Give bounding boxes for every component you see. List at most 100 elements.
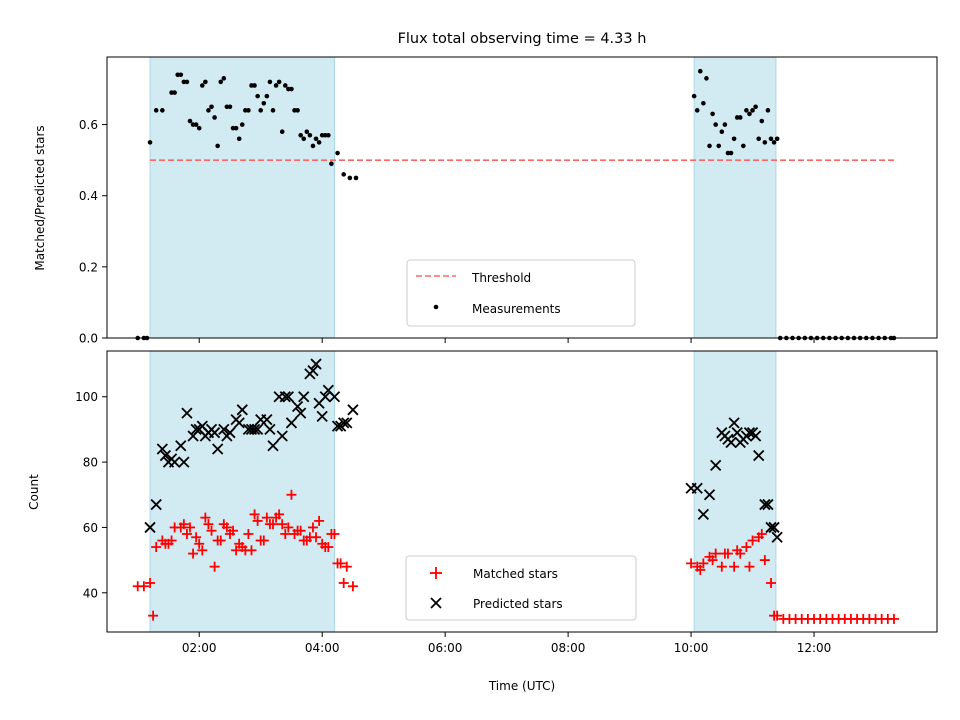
measurement-point [206,108,211,113]
predicted-star-stroke-b [298,391,310,403]
measurement-point [276,79,282,85]
top-legend: Threshold Measurements [406,259,636,327]
matched-star-point [766,577,776,588]
predicted-star-point [768,521,780,534]
matched-star-point [295,525,306,536]
measurement-point [774,136,780,142]
predicted-star-stroke-b [282,391,295,403]
measurement-point [307,132,313,138]
x-tick-label: 04:00 [305,641,340,655]
matched-star-point [194,538,205,549]
predicted-star-point [218,423,230,436]
measurement-point [747,111,752,117]
matched-star-point [188,548,199,559]
predicted-star-point [212,443,224,455]
x-tick-label: 10:00 [674,641,709,655]
bottom-legend: Matched stars Predicted stars [405,555,637,621]
predicted-star-stroke-b [691,482,703,494]
predicted-star-point [156,443,168,455]
observing-window-span [693,56,777,339]
legend-matched-label: Matched stars [473,567,558,581]
measurement-point [289,86,294,92]
predicted-star-stroke-b [338,417,350,429]
matched-star-point [289,528,300,539]
legend-threshold-label: Threshold [471,271,531,285]
matched-star-point [698,558,709,569]
predicted-star-point [276,430,288,442]
matched-star-point [209,561,220,572]
matched-star-point [719,548,730,559]
measurement-point [196,125,202,131]
matched-star-point [151,542,162,553]
predicted-star-stroke-b [765,521,777,534]
observing-window-span [693,350,777,633]
predicted-star-stroke-b [347,404,359,416]
matched-star-point [231,545,242,556]
predicted-star-stroke-b [236,404,248,416]
count-panel: 40 60 80 100 02:00 04:00 06:00 08:00 10:00 12:00… [27,350,938,693]
predicted-star-stroke-b [190,423,202,436]
measurement-point [246,108,251,113]
chart-title: Flux total observing time = 4.33 h [398,31,647,47]
predicted-star-stroke-b [218,423,230,436]
predicted-star-stroke-b [331,420,344,432]
predicted-star-stroke-b [233,417,245,429]
predicted-star-point [703,489,716,501]
y-tick-label: 0.6 [79,118,98,132]
predicted-star-stroke-b [156,443,168,455]
matched-star-point [314,515,325,526]
measurement-point [178,72,184,78]
x-tick-label: 12:00 [797,641,832,655]
matched-star-point [710,548,721,559]
measurement-point [255,93,260,99]
measurement-point [304,129,310,134]
predicted-star-point [725,436,737,449]
measurement-points [135,68,897,341]
y-tick-label: 80 [83,456,98,470]
predicted-star-point [765,521,777,534]
predicted-stars-points [144,358,783,543]
matched-star-point [332,558,343,569]
legend-matched-swatch [430,567,442,579]
predicted-star-stroke-b [212,443,224,455]
matched-star-point [286,489,297,500]
measurement-point [694,108,700,113]
bottom-y-ticks: 40 60 80 100 [75,390,107,600]
matched-star-point [221,522,232,533]
predicted-star-stroke-b [175,440,187,452]
measurement-point [704,76,709,81]
matched-star-point [181,528,192,539]
matched-star-point [888,613,899,624]
predicted-star-stroke-b [322,384,334,396]
predicted-star-point [236,404,248,416]
predicted-star-point [697,508,710,521]
measurement-point [719,129,725,134]
predicted-star-point [338,417,350,429]
predicted-star-stroke-b [319,391,331,403]
predicted-star-point [341,417,353,429]
predicted-star-stroke-b [279,391,291,403]
predicted-star-stroke-b [768,521,780,534]
measurement-point [301,136,307,142]
predicted-star-stroke-b [251,423,264,436]
measurement-point [765,108,771,113]
matched-star-point [258,535,269,546]
predicted-star-point [248,423,261,436]
predicted-star-stroke-b [762,498,774,511]
legend-measurements-swatch [433,304,439,310]
predicted-star-stroke-b [725,436,737,449]
measurement-point [741,143,746,149]
y-tick-label: 40 [83,586,98,600]
measurement-point [697,68,703,74]
matched-star-point [197,545,208,556]
measurement-point [701,100,706,106]
matched-star-point [185,522,195,533]
predicted-star-point [749,430,762,442]
matched-star-point [271,512,282,523]
predicted-star-point [753,449,765,462]
matched-star-point [252,515,263,526]
predicted-star-point [190,423,202,436]
y-tick-label: 0.0 [79,332,98,346]
predicted-star-stroke-b [743,427,756,439]
measurement-point [759,118,765,124]
